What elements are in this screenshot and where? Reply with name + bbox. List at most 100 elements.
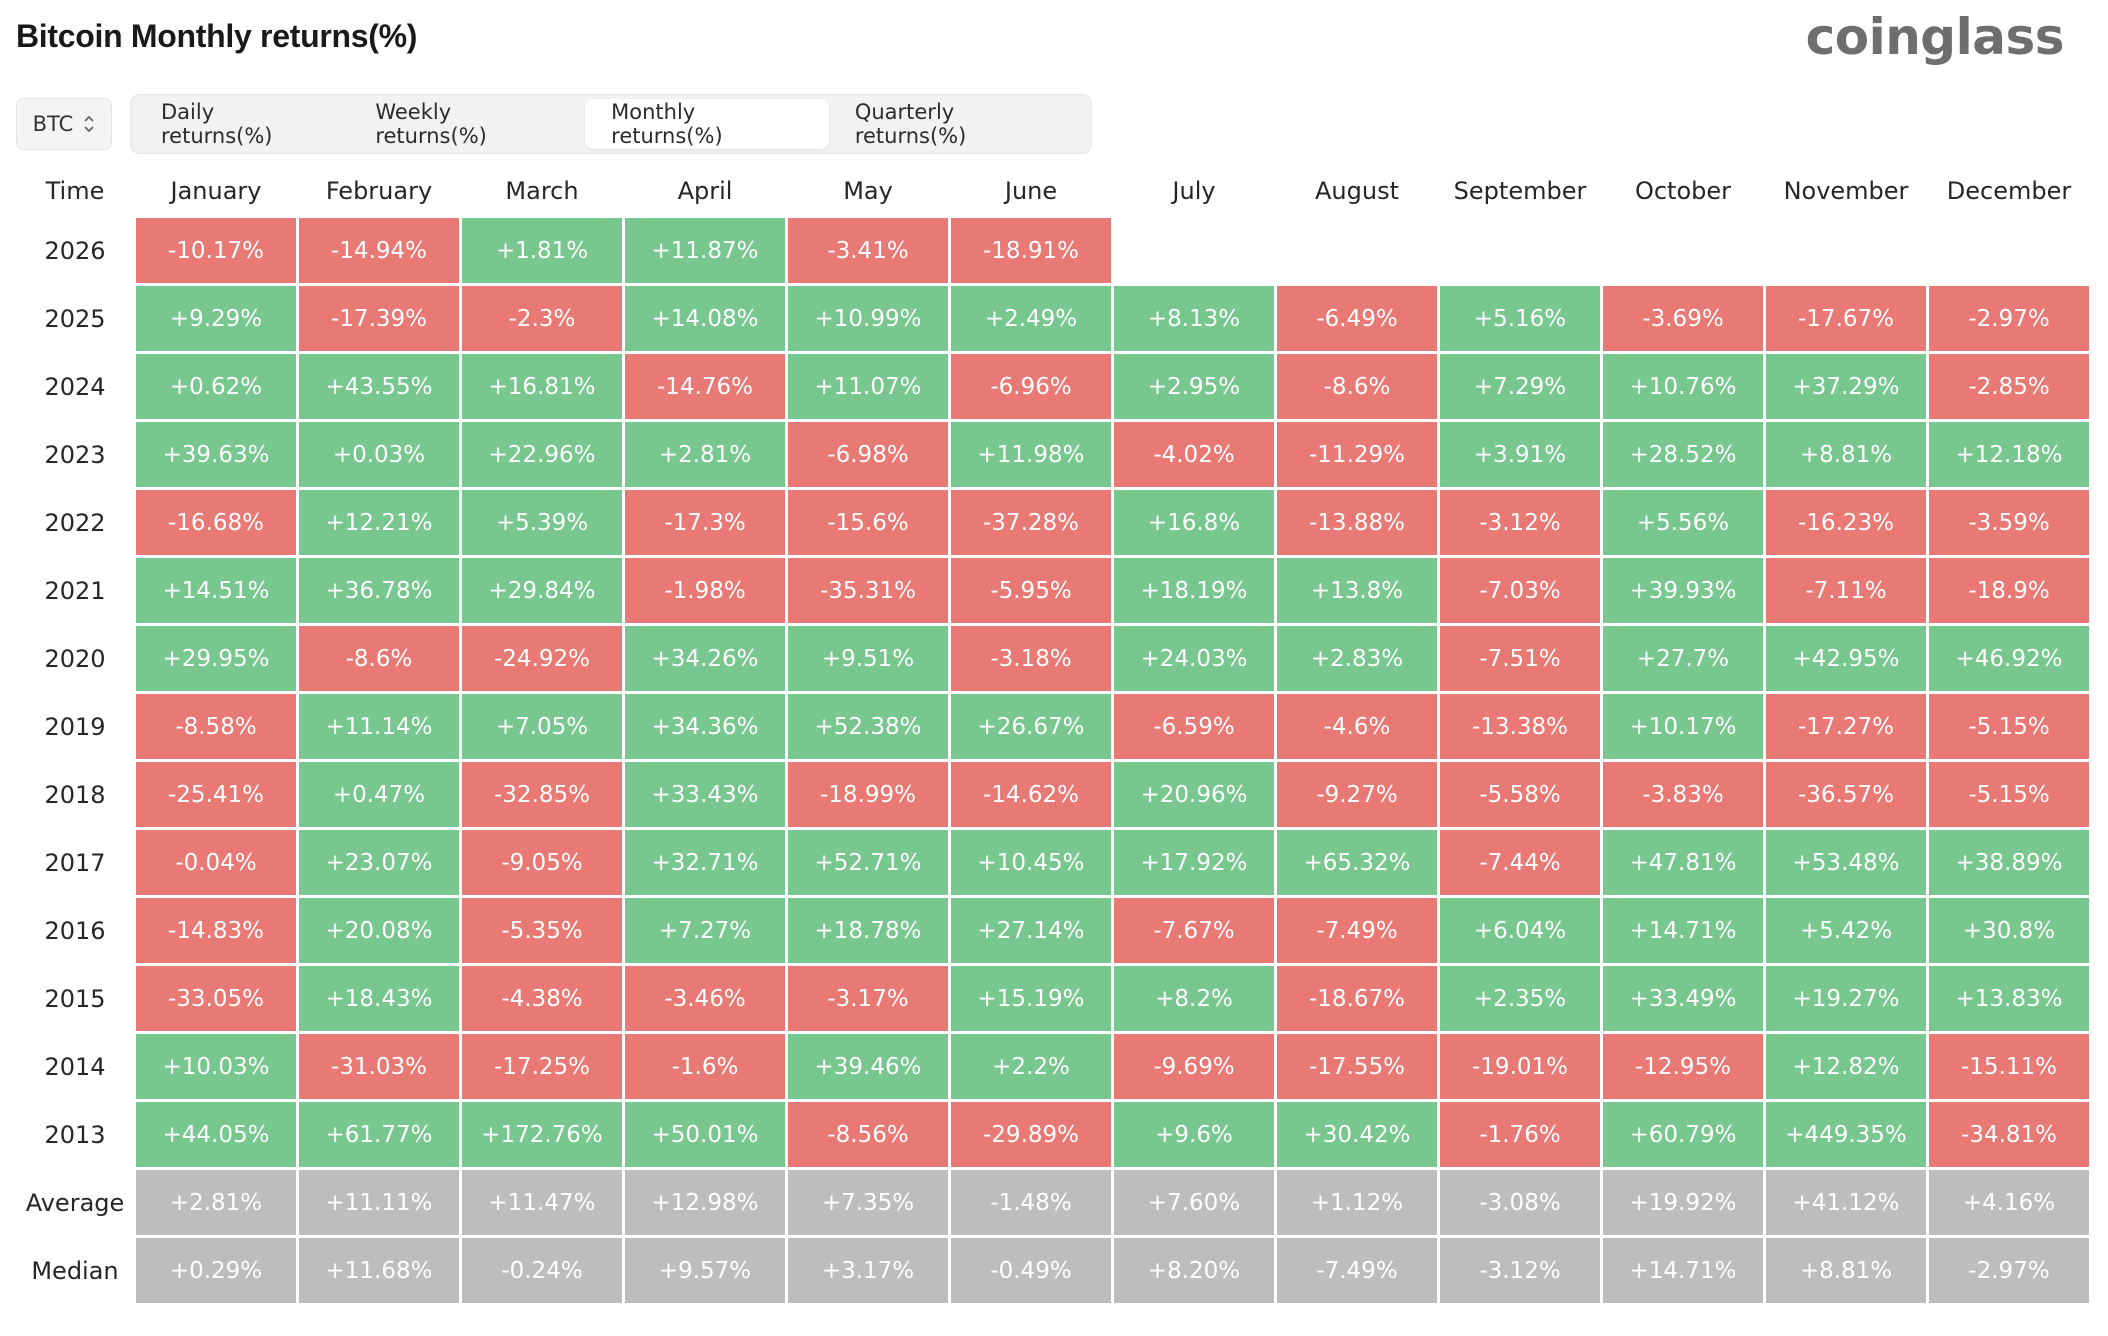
brand-logo: coinglass: [1805, 8, 2065, 66]
table-row: 2013 +44.05% +61.77% +172.76% +50.01% -8.56% -…: [17, 1102, 2089, 1167]
summary-row: Median +0.29% +11.68% -0.24% +9.57% +3.17% -0.…: [17, 1238, 2089, 1303]
return-cell: +30.8%: [1929, 898, 2089, 963]
month-header: August: [1315, 177, 1399, 205]
return-cell: +2.35%: [1440, 966, 1600, 1031]
page-title: Bitcoin Monthly returns(%): [16, 18, 418, 54]
return-cell: +14.71%: [1603, 898, 1763, 963]
returns-tabs: Daily returns(%) Weekly returns(%) Month…: [130, 94, 1092, 154]
return-cell: +3.91%: [1440, 422, 1600, 487]
return-cell: +27.14%: [951, 898, 1111, 963]
return-cell: +65.32%: [1277, 830, 1437, 895]
return-cell: +22.96%: [462, 422, 622, 487]
return-cell: +52.38%: [788, 694, 948, 759]
return-cell: -11.29%: [1277, 422, 1437, 487]
tab-weekly[interactable]: Weekly returns(%): [375, 100, 487, 148]
return-cell: -1.6%: [625, 1034, 785, 1099]
month-header: June: [1004, 177, 1058, 205]
summary-cell: -1.48%: [951, 1170, 1111, 1235]
return-cell: +2.2%: [951, 1034, 1111, 1099]
return-cell: +0.62%: [136, 354, 296, 419]
return-cell: +0.03%: [299, 422, 459, 487]
summary-cell: -0.24%: [462, 1238, 622, 1303]
return-cell: -3.41%: [788, 218, 948, 283]
return-cell: -6.96%: [951, 354, 1111, 419]
return-cell: +8.13%: [1114, 286, 1274, 351]
return-cell: -3.12%: [1440, 490, 1600, 555]
return-cell: +10.76%: [1603, 354, 1763, 419]
return-cell: +28.52%: [1603, 422, 1763, 487]
return-cell: -16.68%: [136, 490, 296, 555]
empty-cell: [1440, 218, 1600, 283]
return-cell: +17.92%: [1114, 830, 1274, 895]
return-cell: -0.04%: [136, 830, 296, 895]
return-cell: -32.85%: [462, 762, 622, 827]
return-cell: +6.04%: [1440, 898, 1600, 963]
return-cell: +30.42%: [1277, 1102, 1437, 1167]
table-row: 2024 +0.62% +43.55% +16.81% -14.76% +11.07% -6…: [17, 354, 2089, 419]
return-cell: +39.46%: [788, 1034, 948, 1099]
return-cell: -9.69%: [1114, 1034, 1274, 1099]
tab-monthly[interactable]: Monthly returns(%): [585, 99, 829, 149]
return-cell: -37.28%: [951, 490, 1111, 555]
return-cell: +39.93%: [1603, 558, 1763, 623]
return-cell: -9.05%: [462, 830, 622, 895]
return-cell: -3.69%: [1603, 286, 1763, 351]
return-cell: +10.45%: [951, 830, 1111, 895]
return-cell: -17.25%: [462, 1034, 622, 1099]
return-cell: -3.17%: [788, 966, 948, 1031]
return-cell: +2.83%: [1277, 626, 1437, 691]
month-header: March: [505, 177, 579, 205]
summary-cell: +41.12%: [1766, 1170, 1926, 1235]
month-header: February: [325, 177, 433, 205]
return-cell: -17.3%: [625, 490, 785, 555]
empty-cell: [1766, 218, 1926, 283]
returns-table: Time January February March April May Ju…: [14, 164, 2092, 1306]
chevron-updown-icon: [83, 113, 95, 135]
summary-cell: +7.60%: [1114, 1170, 1274, 1235]
return-cell: -29.89%: [951, 1102, 1111, 1167]
return-cell: +44.05%: [136, 1102, 296, 1167]
coin-selector-value: BTC: [32, 112, 74, 136]
return-cell: +14.51%: [136, 558, 296, 623]
tab-quarterly[interactable]: Quarterly returns(%): [854, 100, 967, 148]
return-cell: +42.95%: [1766, 626, 1926, 691]
year-label: 2013: [44, 1120, 106, 1149]
summary-label: Median: [31, 1256, 119, 1285]
return-cell: +19.27%: [1766, 966, 1926, 1031]
return-cell: -25.41%: [136, 762, 296, 827]
return-cell: +61.77%: [299, 1102, 459, 1167]
return-cell: -4.38%: [462, 966, 622, 1031]
return-cell: -7.44%: [1440, 830, 1600, 895]
return-cell: +172.76%: [462, 1102, 622, 1167]
return-cell: -5.15%: [1929, 762, 2089, 827]
return-cell: -12.95%: [1603, 1034, 1763, 1099]
return-cell: +43.55%: [299, 354, 459, 419]
return-cell: -4.02%: [1114, 422, 1274, 487]
summary-cell: +3.17%: [788, 1238, 948, 1303]
return-cell: -1.98%: [625, 558, 785, 623]
tab-daily[interactable]: Daily returns(%): [161, 100, 273, 148]
summary-cell: -7.49%: [1277, 1238, 1437, 1303]
table-row: 2025 +9.29% -17.39% -2.3% +14.08% +10.99% +2.4…: [17, 286, 2089, 351]
return-cell: -6.49%: [1277, 286, 1437, 351]
summary-cell: -3.12%: [1440, 1238, 1600, 1303]
return-cell: -7.51%: [1440, 626, 1600, 691]
return-cell: +39.63%: [136, 422, 296, 487]
return-cell: -15.6%: [788, 490, 948, 555]
return-cell: +10.17%: [1603, 694, 1763, 759]
return-cell: +7.05%: [462, 694, 622, 759]
return-cell: +12.82%: [1766, 1034, 1926, 1099]
table-row: 2014 +10.03% -31.03% -17.25% -1.6% +39.46% +2.…: [17, 1034, 2089, 1099]
empty-cell: [1277, 218, 1437, 283]
month-header: July: [1172, 177, 1216, 205]
return-cell: +33.49%: [1603, 966, 1763, 1031]
year-label: 2024: [44, 372, 106, 401]
return-cell: +1.81%: [462, 218, 622, 283]
return-cell: +29.84%: [462, 558, 622, 623]
return-cell: -14.76%: [625, 354, 785, 419]
return-cell: +16.8%: [1114, 490, 1274, 555]
return-cell: +47.81%: [1603, 830, 1763, 895]
return-cell: -2.3%: [462, 286, 622, 351]
return-cell: +2.49%: [951, 286, 1111, 351]
coin-selector[interactable]: BTC: [16, 98, 112, 150]
